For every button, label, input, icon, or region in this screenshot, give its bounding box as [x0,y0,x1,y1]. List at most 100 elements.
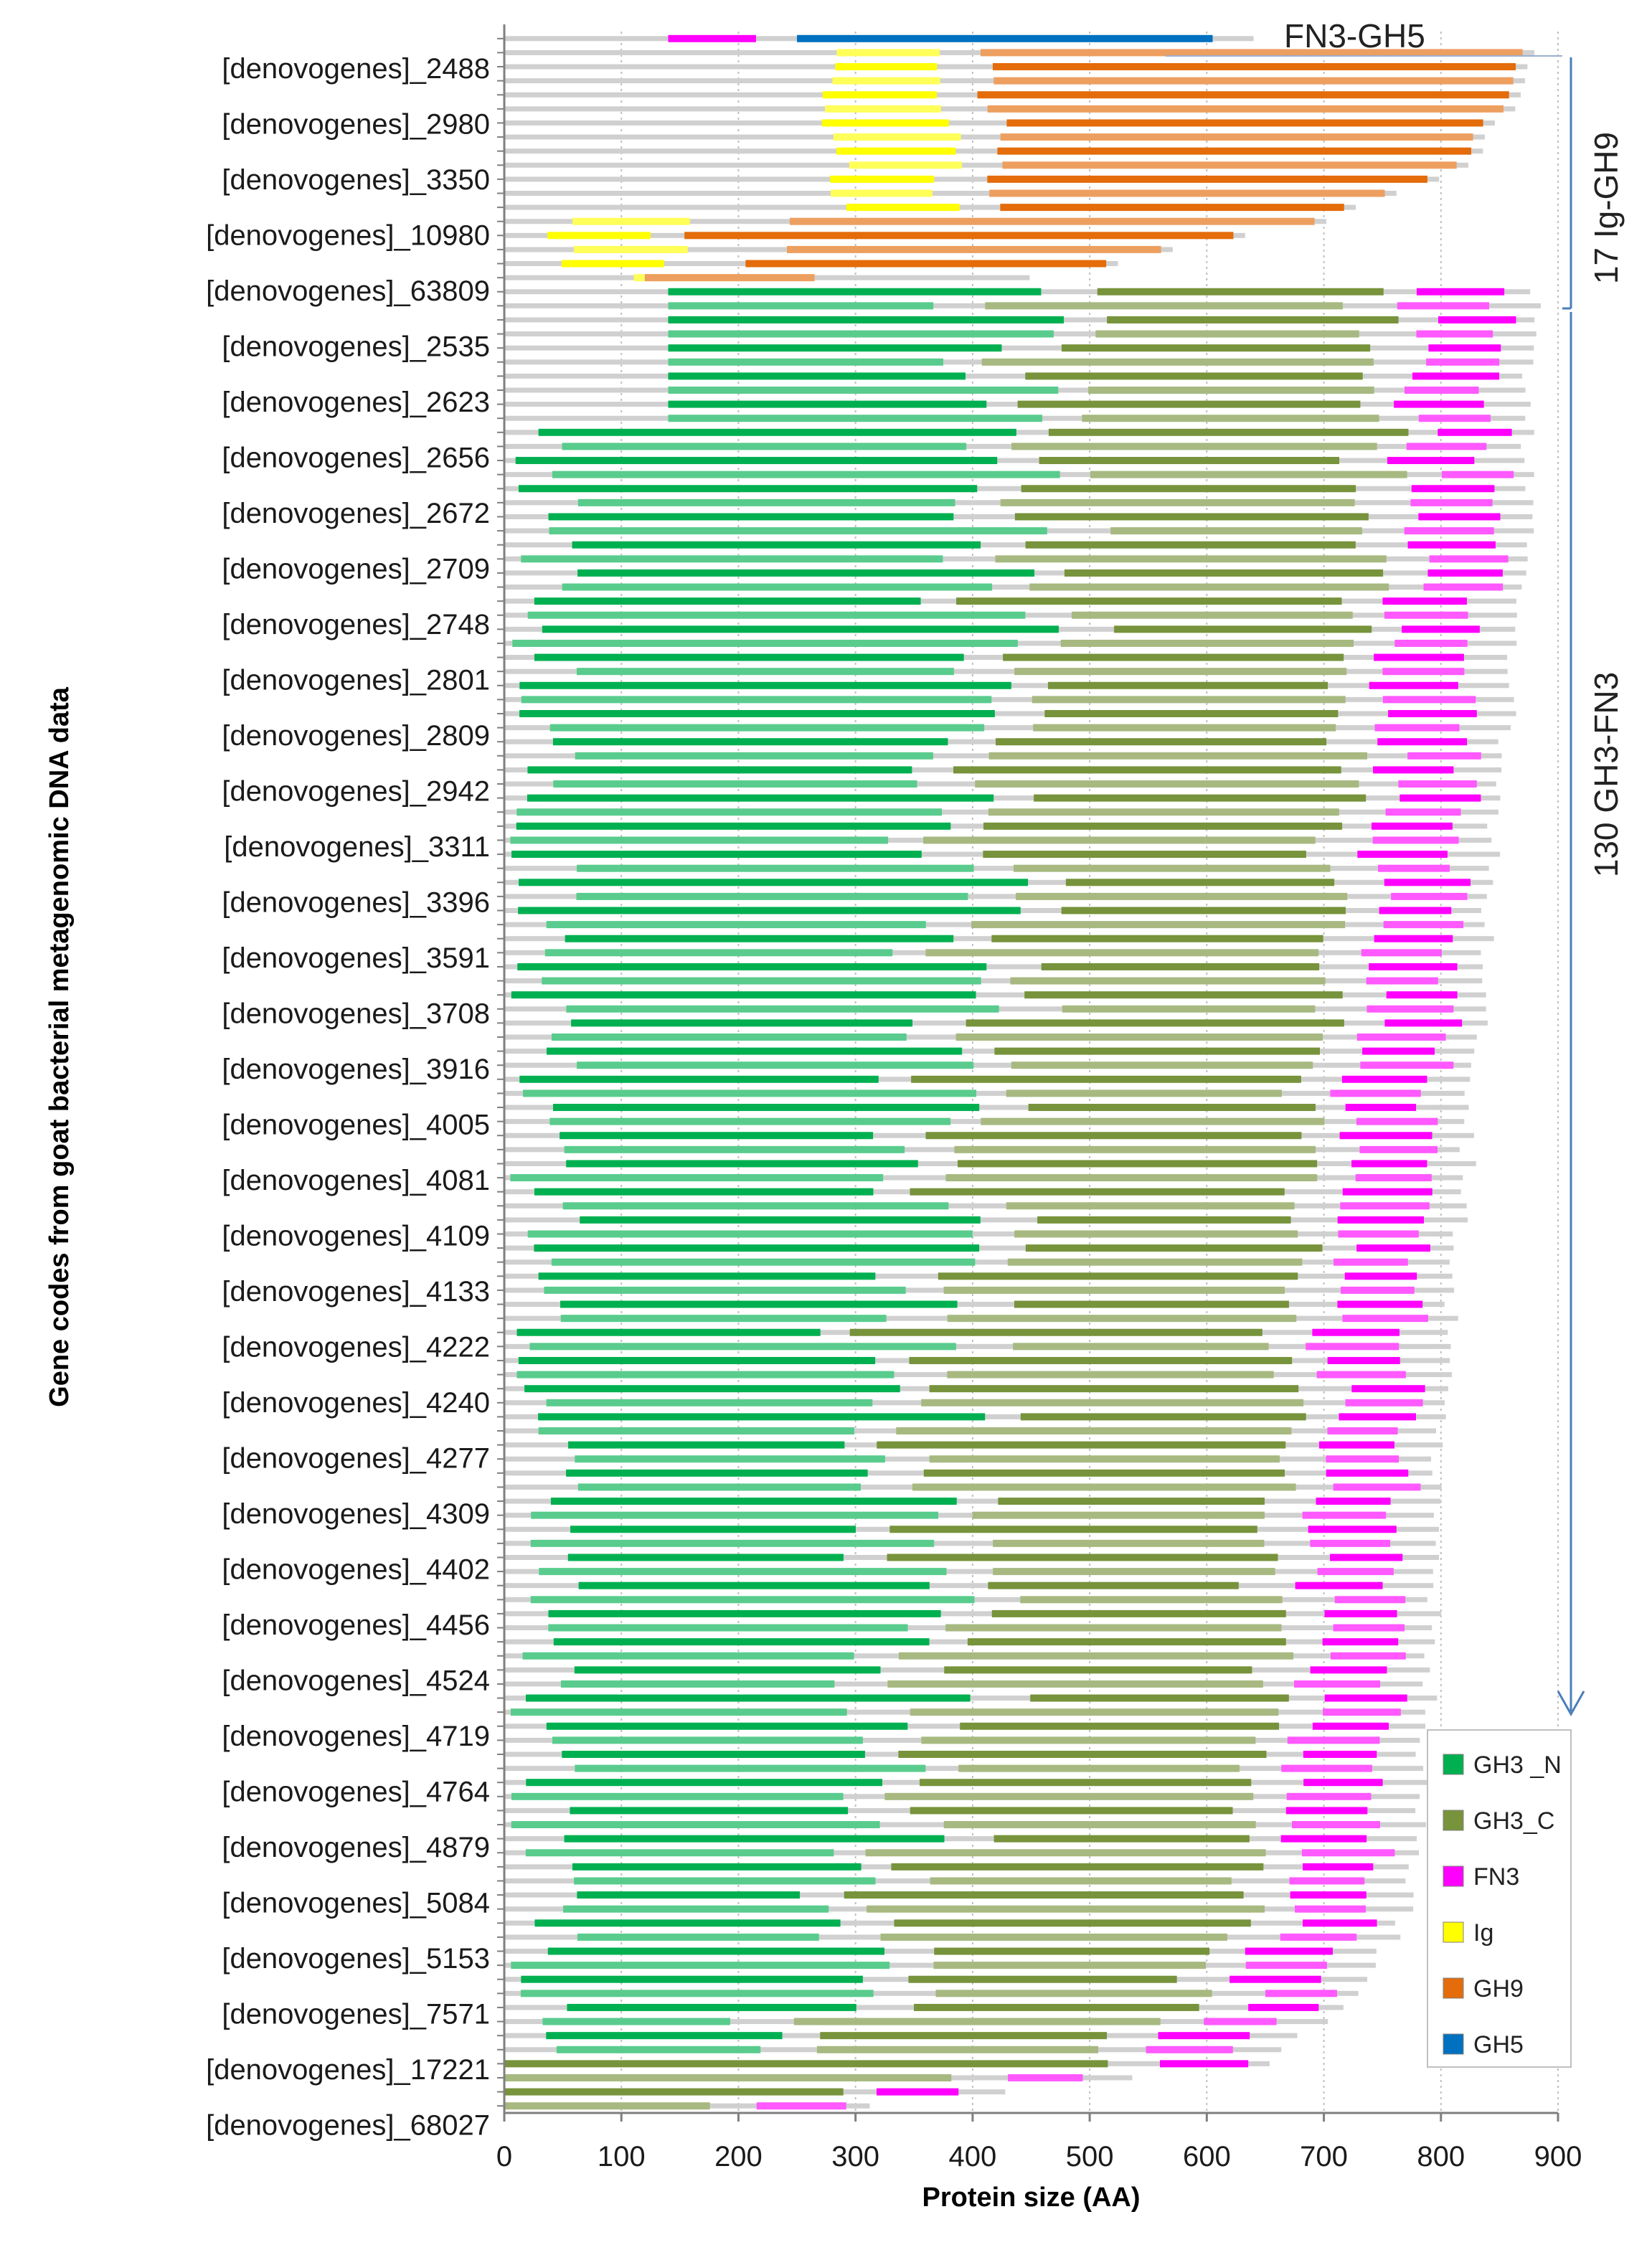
domain-bar [571,1019,913,1027]
domain-bar [504,866,1489,871]
domain-bar [521,696,992,704]
domain-bar [972,1511,1265,1519]
x-tick-label: 700 [1300,2141,1348,2172]
domain-bar [1317,1568,1394,1576]
domain-bar [1374,724,1460,732]
domain-bar [1418,415,1491,422]
domain-bar [668,34,756,42]
domain-bar [519,681,1011,689]
domain-bar [830,189,933,197]
domain-bar [943,1286,1285,1294]
domain-bar [960,1722,1280,1730]
domain-bar [1374,935,1453,942]
domain-bar [668,302,934,310]
domain-bar [914,2003,1199,2011]
legend-swatch [1443,1921,1464,1943]
domain-bar [552,738,948,746]
domain-bar [519,709,995,717]
y-tick-label: [denovogenes]_4764 [222,1777,490,1808]
domain-bar [504,148,1483,154]
domain-bar [552,1736,863,1744]
domain-bar [1290,1891,1367,1899]
domain-bar [560,1315,887,1323]
domain-bar [1002,161,1457,169]
domain-bar [836,147,956,155]
domain-bar [1016,892,1348,900]
domain-bar [896,1427,1292,1435]
domain-bar [1382,597,1467,605]
domain-bar [534,1244,980,1252]
domain-bar [977,91,1509,99]
domain-bar [898,1652,1294,1660]
group-annotations: FN3-GH5 17 Ig-GH9 130 GH3-FN3 [1166,17,1625,1717]
domain-bar [1280,1835,1367,1843]
y-tick-label: [denovogenes]_2488 [222,53,490,85]
domain-bar [865,1849,1266,1857]
domain-bar [524,1385,900,1393]
domain-bar [548,1624,908,1632]
domain-bar [567,1554,844,1561]
domain-bar [1014,1230,1298,1238]
legend: GH3 _N GH3_C FN3 Ig GH9 GH5 [1427,1729,1572,2068]
domain-bar [1013,1343,1269,1351]
domain-bar [1285,1807,1368,1815]
domain-bar [504,2088,844,2096]
domain-bar [574,245,688,253]
domain-bar [1388,709,1477,717]
domain-bar [1333,1483,1421,1491]
domain-bar [1107,316,1399,323]
domain-bar [876,2088,959,2096]
domain-bar [576,892,968,900]
domain-bar [985,302,1343,310]
domain-bar [1025,541,1356,549]
domain-bar [934,1947,1210,1955]
y-tick-label: [denovogenes]_63809 [206,275,490,307]
domain-bar [884,1792,1254,1800]
legend-label: GH3 _N [1473,1751,1562,1779]
domain-bar [504,1231,1453,1236]
domain-bar [668,288,1042,295]
domain-bar [1411,485,1495,493]
domain-bar [1326,1469,1409,1477]
domain-bar [1369,681,1458,689]
domain-bar [668,344,1002,352]
domain-bar [1356,1117,1438,1125]
y-axis-title: Gene codes from goat bacterial metagenom… [44,686,75,1407]
domain-bar [971,921,1346,929]
domain-bar [538,1427,854,1435]
domain-bar [504,134,1485,140]
domain-bar [1017,400,1361,408]
domain-bar [894,1919,1251,1927]
domain-bar [552,1104,980,1112]
y-tick-label: [denovogenes]_3591 [222,942,490,974]
domain-bar [1342,1315,1428,1323]
domain-bar [1410,498,1493,506]
domain-bar [1291,1821,1380,1829]
domain-bar [1158,2032,1250,2040]
domain-bar [1382,696,1476,704]
domain-bar [787,245,1161,253]
domain-bar [560,1132,874,1140]
domain-bar [830,175,935,183]
domain-bar [1065,879,1335,886]
domain-bar [1303,1919,1377,1927]
domain-bar [1014,668,1347,676]
group-label-ig-gh9: 17 Ig-GH9 [1587,132,1625,284]
domain-bar [549,1117,951,1125]
domain-bar [1374,653,1464,661]
x-tick-label: 0 [496,2141,512,2172]
domain-bar [1324,1609,1397,1617]
y-tick-label: [denovogenes]_3916 [222,1054,490,1085]
y-tick-label: [denovogenes]_10980 [206,220,490,252]
legend-label: GH5 [1473,2031,1524,2058]
y-tick-label: [denovogenes]_4879 [222,1832,490,1863]
y-tick-label: [denovogenes]_5084 [222,1888,490,1919]
domain-bar [930,1877,1232,1885]
domain-bar [1306,1343,1400,1351]
domain-bar [562,443,967,450]
y-tick-label: [denovogenes]_2748 [222,609,490,640]
domain-bar [1265,1990,1337,1997]
domain-bar [1110,527,1362,535]
x-tick-label: 400 [949,2141,997,2172]
domain-bar [1010,977,1326,985]
